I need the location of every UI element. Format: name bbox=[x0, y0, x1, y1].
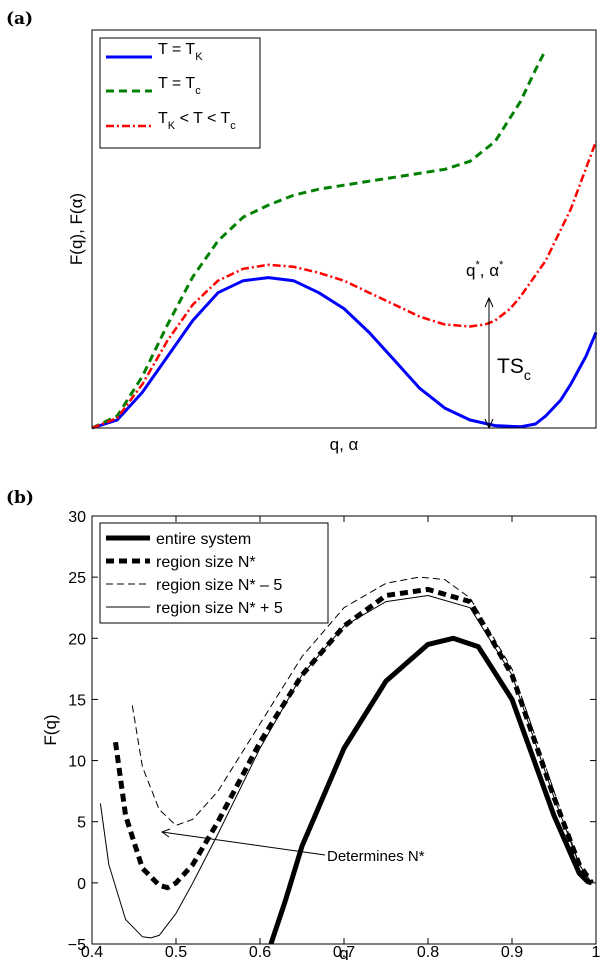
ytick-label: 15 bbox=[68, 692, 86, 709]
ytick-label: −5 bbox=[68, 937, 86, 954]
series-b-region-size-n-5 bbox=[99, 595, 593, 939]
legend-a-mid: TK < T < Tc bbox=[158, 110, 236, 132]
ts-arrow-head-up bbox=[484, 296, 494, 308]
ytick-label: 20 bbox=[68, 631, 86, 648]
anno-determines: Determines N* bbox=[327, 848, 425, 865]
panel-a-xlabel: q, α bbox=[330, 435, 359, 454]
panel-b-plot-area: Determines N* entire system region size … bbox=[91, 515, 597, 945]
ytick-label: 25 bbox=[68, 570, 86, 587]
legend-a-tc: T = Tc bbox=[158, 75, 201, 97]
xtick-label: 0.6 bbox=[249, 944, 271, 960]
ytick-label: 0 bbox=[77, 876, 86, 893]
panel-b-label: (b) bbox=[6, 488, 34, 508]
series-b-region-size-n bbox=[113, 586, 594, 891]
panel-a-series-group bbox=[91, 49, 598, 430]
panel-a-plot-area: q*, α* TSc T = TK T = Tc TK < T < Tc bbox=[91, 29, 598, 430]
panel-b-frame bbox=[91, 515, 597, 945]
legend-b-minus: region size N* – 5 bbox=[156, 577, 282, 594]
xtick-label: 1 bbox=[592, 944, 600, 960]
xtick-label: 0.4 bbox=[81, 944, 103, 960]
anno-tsc: TSc bbox=[497, 355, 531, 383]
series-b-entire-system bbox=[268, 635, 593, 944]
legend-a-tk: T = TK bbox=[158, 41, 203, 63]
anno-q: q*, α* bbox=[466, 259, 504, 280]
series-a-t-t-k bbox=[91, 276, 598, 430]
xtick-label: 0.5 bbox=[165, 944, 187, 960]
ytick-label: 5 bbox=[77, 815, 86, 832]
ytick-label: 30 bbox=[68, 509, 86, 526]
panel-a-frame bbox=[91, 29, 597, 429]
series-b-region-size-n-5 bbox=[131, 576, 593, 884]
series-a-t-k-t-t-c bbox=[91, 140, 598, 430]
series-a-t-t-c bbox=[91, 49, 547, 430]
legend-b-entire: entire system bbox=[156, 531, 251, 548]
panel-b-xlabel: q bbox=[339, 944, 348, 960]
panel-a-label: (a) bbox=[6, 9, 33, 29]
panel-b-legend: entire system region size N* region size… bbox=[99, 522, 329, 624]
legend-b-plus: region size N* + 5 bbox=[156, 600, 283, 617]
ts-arrow-head-down bbox=[484, 418, 494, 430]
xtick-label: 0.7 bbox=[333, 944, 355, 960]
panel-b-ylabel: F(q) bbox=[41, 714, 60, 745]
xtick-label: 0.9 bbox=[501, 944, 523, 960]
xtick-label: 0.8 bbox=[417, 944, 439, 960]
legend-b-nstar: region size N* bbox=[156, 554, 256, 571]
panel-b-series-group bbox=[99, 576, 594, 944]
determines-arrow-head bbox=[160, 828, 171, 838]
panel-a-ylabel: F(q), F(α) bbox=[67, 193, 86, 265]
panel-a-legend: T = TK T = Tc TK < T < Tc bbox=[99, 37, 261, 149]
ytick-label: 10 bbox=[68, 754, 86, 771]
determines-arrow-line bbox=[161, 831, 326, 856]
